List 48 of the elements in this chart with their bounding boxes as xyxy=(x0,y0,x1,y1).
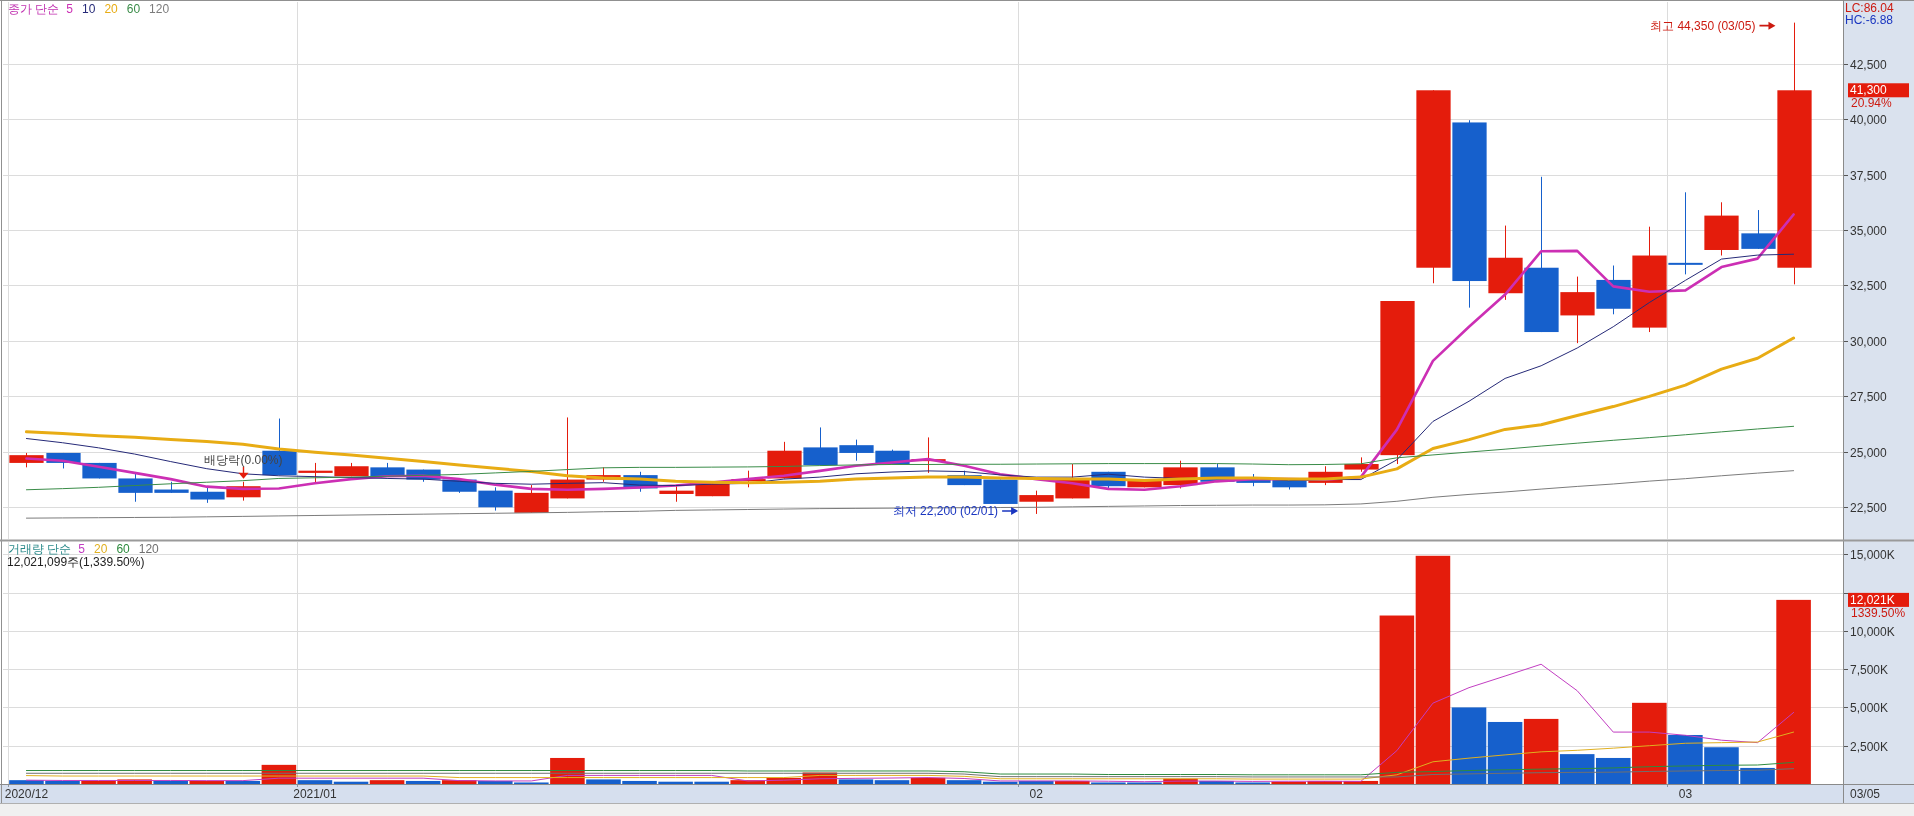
legend: 거래량 단순 5 20 60 120 xyxy=(8,542,159,556)
bar xyxy=(1632,702,1667,784)
x-tick-label: 2020/12 xyxy=(4,787,49,801)
bar xyxy=(405,780,441,784)
text: 1339.50% xyxy=(1851,605,1906,620)
annotation: 최저 22,200 (02/01) xyxy=(892,503,999,518)
text: 12,021K xyxy=(1850,592,1895,607)
y-tick-label: 40,000 xyxy=(1850,112,1888,127)
bar xyxy=(1415,555,1451,784)
bar xyxy=(910,777,946,784)
y-tick-label: 5,000K xyxy=(1850,700,1889,715)
bar xyxy=(1487,721,1523,784)
y-tick-label: 42,500 xyxy=(1850,57,1888,72)
bar xyxy=(1523,718,1559,784)
y-tick-label: 2,500K xyxy=(1850,739,1889,754)
y-tick-label: 35,000 xyxy=(1850,223,1888,238)
bar xyxy=(189,780,225,784)
bar xyxy=(1559,754,1595,784)
bar xyxy=(1451,707,1487,784)
annotation: 12,021,099주(1,339.50%) xyxy=(7,555,145,569)
y-tick-label: 15,000K xyxy=(1850,547,1895,562)
text: 20.94% xyxy=(1851,96,1893,111)
y-tick-label: 37,500 xyxy=(1850,168,1888,183)
y-tick-label: 22,500 xyxy=(1850,500,1888,515)
annotation: 최고 44,350 (03/05) xyxy=(1650,18,1756,33)
bar xyxy=(153,780,188,784)
text: HC:-6.88 xyxy=(1845,13,1894,27)
x-tick-label: 02 xyxy=(1029,787,1044,801)
legend: 종가 단순 5 10 20 60 120 xyxy=(8,2,170,16)
y-tick-label: 10,000K xyxy=(1850,624,1895,639)
y-tick-label: 27,500 xyxy=(1850,389,1888,404)
bar xyxy=(874,780,910,784)
bar xyxy=(369,780,405,784)
bar xyxy=(1776,599,1811,784)
text: 03/05 xyxy=(1850,787,1881,801)
x-tick-label: 03 xyxy=(1678,787,1693,801)
bar xyxy=(838,779,874,784)
bar xyxy=(946,780,982,784)
y-tick-label: 7,500K xyxy=(1850,662,1889,677)
text: LC:86.04 xyxy=(1845,1,1895,15)
bar xyxy=(297,780,333,784)
x-tick-label: 2021/01 xyxy=(293,787,337,801)
text: 41,300 xyxy=(1850,83,1888,98)
y-tick-label: 30,000 xyxy=(1850,334,1888,349)
y-tick-label: 25,000 xyxy=(1850,445,1888,460)
y-tick-label: 32,500 xyxy=(1850,278,1888,293)
bar xyxy=(1379,615,1415,784)
bar xyxy=(225,780,261,784)
